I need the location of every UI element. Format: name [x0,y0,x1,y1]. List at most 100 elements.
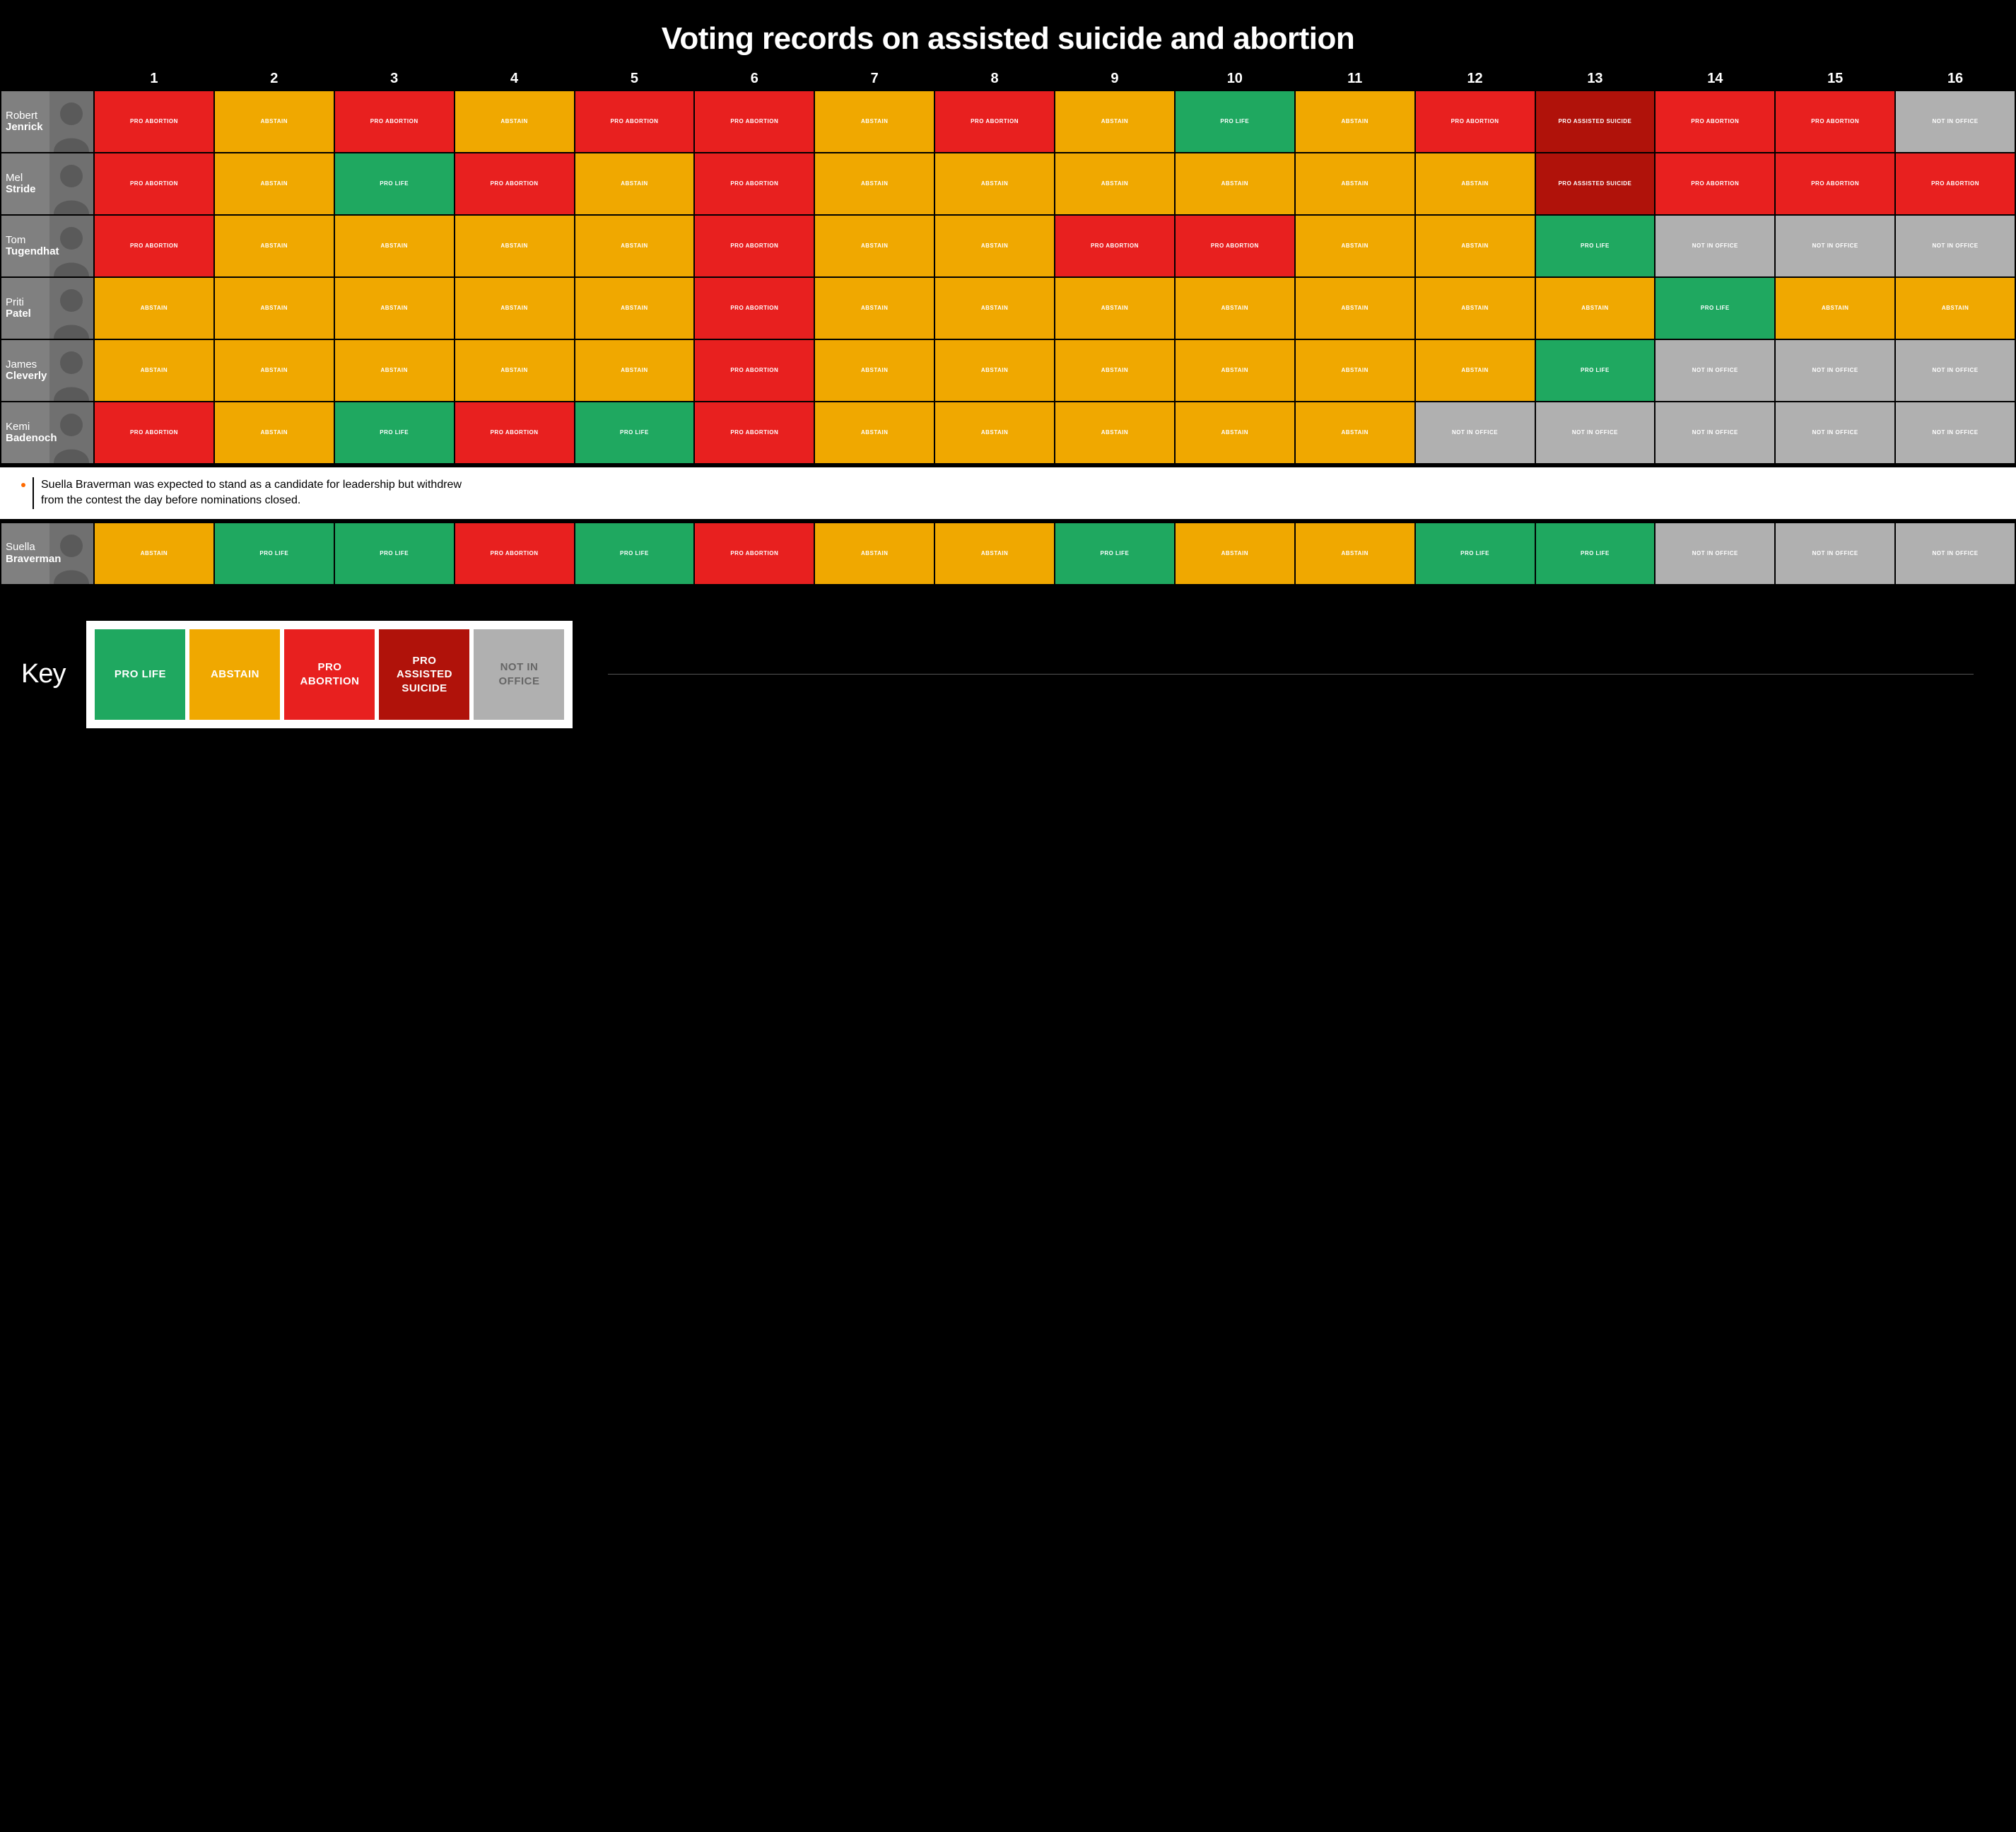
vote-cell: ABSTAIN [575,340,694,401]
vote-cell: ABSTAIN [815,153,934,214]
vote-cell: ABSTAIN [1176,153,1294,214]
vote-cell: ABSTAIN [575,278,694,339]
vote-cell: ABSTAIN [1896,278,2015,339]
candidate-name-cell: PritiPatel [1,278,93,339]
note-bullet-icon [21,483,25,487]
vote-cell: PRO ABORTION [1416,91,1535,152]
candidate-rows: RobertJenrickPRO ABORTIONABSTAINPRO ABOR… [0,91,2016,463]
key-label: Key [21,659,65,689]
vote-cell: NOT IN OFFICE [1776,523,1894,584]
vote-cell: ABSTAIN [1055,278,1174,339]
vote-cell: ABSTAIN [1055,402,1174,463]
vote-cell: PRO ABORTION [695,402,814,463]
avatar [49,91,93,152]
vote-cell: ABSTAIN [1055,340,1174,401]
column-number: 12 [1416,71,1535,87]
vote-cell: ABSTAIN [1776,278,1894,339]
candidate-last-name: Tugendhat [6,246,59,258]
vote-cell: PRO ABORTION [695,216,814,276]
vote-cell: PRO ABORTION [455,402,574,463]
vote-cell: ABSTAIN [95,340,213,401]
vote-cell: NOT IN OFFICE [1776,340,1894,401]
column-number: 7 [815,71,934,87]
candidate-first-name: Mel [6,173,36,185]
key-item: PRO LIFE [95,629,185,720]
vote-cell: PRO ABORTION [1776,91,1894,152]
column-number: 11 [1296,71,1414,87]
column-number: 15 [1776,71,1894,87]
withdrawn-candidate-row: SuellaBravermanABSTAINPRO LIFEPRO LIFEPR… [0,523,2016,584]
key-item: ABSTAIN [189,629,280,720]
candidate-name-cell: JamesCleverly [1,340,93,401]
candidate-name-cell: KemiBadenoch [1,402,93,463]
vote-cell: ABSTAIN [455,340,574,401]
vote-cell: ABSTAIN [1416,216,1535,276]
vote-cell: PRO ABORTION [1176,216,1294,276]
vote-cell: PRO ASSISTED SUICIDE [1536,153,1655,214]
vote-cell: ABSTAIN [455,216,574,276]
key-box: PRO LIFEABSTAINPRO ABORTIONPRO ASSISTED … [86,621,573,728]
table-row: MelStridePRO ABORTIONABSTAINPRO LIFEPRO … [0,153,2016,214]
vote-cell: ABSTAIN [815,278,934,339]
candidate-first-name: Priti [6,297,31,309]
vote-cell: PRO ABORTION [95,402,213,463]
vote-cell: PRO LIFE [215,523,334,584]
candidate-first-name: Robert [6,110,43,122]
vote-cell: PRO LIFE [335,153,454,214]
vote-cell: ABSTAIN [95,523,213,584]
vote-cell: ABSTAIN [215,340,334,401]
vote-cell: PRO ABORTION [95,91,213,152]
vote-cell: NOT IN OFFICE [1655,216,1774,276]
candidate-last-name: Braverman [6,554,61,566]
vote-cell: ABSTAIN [95,278,213,339]
vote-cell: PRO LIFE [1416,523,1535,584]
key-item: PRO ABORTION [284,629,375,720]
vote-cell: ABSTAIN [335,216,454,276]
vote-cell: ABSTAIN [215,91,334,152]
vote-cell: ABSTAIN [215,402,334,463]
vote-cell: ABSTAIN [935,402,1054,463]
column-number: 6 [695,71,814,87]
column-number: 3 [335,71,454,87]
table-row: PritiPatelABSTAINABSTAINABSTAINABSTAINAB… [0,278,2016,339]
vote-cell: ABSTAIN [1055,91,1174,152]
column-number: 1 [95,71,213,87]
vote-cell: ABSTAIN [1296,216,1414,276]
vote-cell: ABSTAIN [575,216,694,276]
vote-cell: PRO LIFE [1176,91,1294,152]
key-item: NOT IN OFFICE [474,629,564,720]
vote-cell: PRO ABORTION [695,91,814,152]
vote-cell: PRO LIFE [1536,340,1655,401]
vote-cell: PRO ABORTION [1896,153,2015,214]
vote-cell: PRO ABORTION [1655,91,1774,152]
vote-cell: PRO ABORTION [575,91,694,152]
vote-cell: ABSTAIN [815,523,934,584]
vote-cell: PRO LIFE [335,523,454,584]
candidate-name-cell: TomTugendhat [1,216,93,276]
table-row: JamesCleverlyABSTAINABSTAINABSTAINABSTAI… [0,340,2016,401]
vote-cell: ABSTAIN [335,278,454,339]
key-divider-line [608,674,1974,675]
vote-cell: PRO ABORTION [1776,153,1894,214]
vote-cell: ABSTAIN [935,278,1054,339]
column-number: 14 [1655,71,1774,87]
key-item: PRO ASSISTED SUICIDE [379,629,469,720]
withdrawal-note: Suella Braverman was expected to stand a… [0,467,2016,519]
candidate-first-name: Tom [6,235,59,247]
column-number: 13 [1536,71,1655,87]
vote-cell: ABSTAIN [1296,523,1414,584]
column-number: 2 [215,71,334,87]
vote-cell: PRO ABORTION [1655,153,1774,214]
vote-cell: NOT IN OFFICE [1896,340,2015,401]
vote-cell: ABSTAIN [815,91,934,152]
table-row: TomTugendhatPRO ABORTIONABSTAINABSTAINAB… [0,216,2016,276]
voting-grid: 12345678910111213141516 RobertJenrickPRO… [0,71,2016,584]
vote-cell: PRO ABORTION [455,523,574,584]
vote-cell: ABSTAIN [935,340,1054,401]
vote-cell: ABSTAIN [1296,153,1414,214]
vote-cell: PRO ABORTION [695,153,814,214]
vote-cell: ABSTAIN [1176,278,1294,339]
vote-cell: NOT IN OFFICE [1776,216,1894,276]
vote-cell: ABSTAIN [335,340,454,401]
vote-cell: ABSTAIN [1176,340,1294,401]
